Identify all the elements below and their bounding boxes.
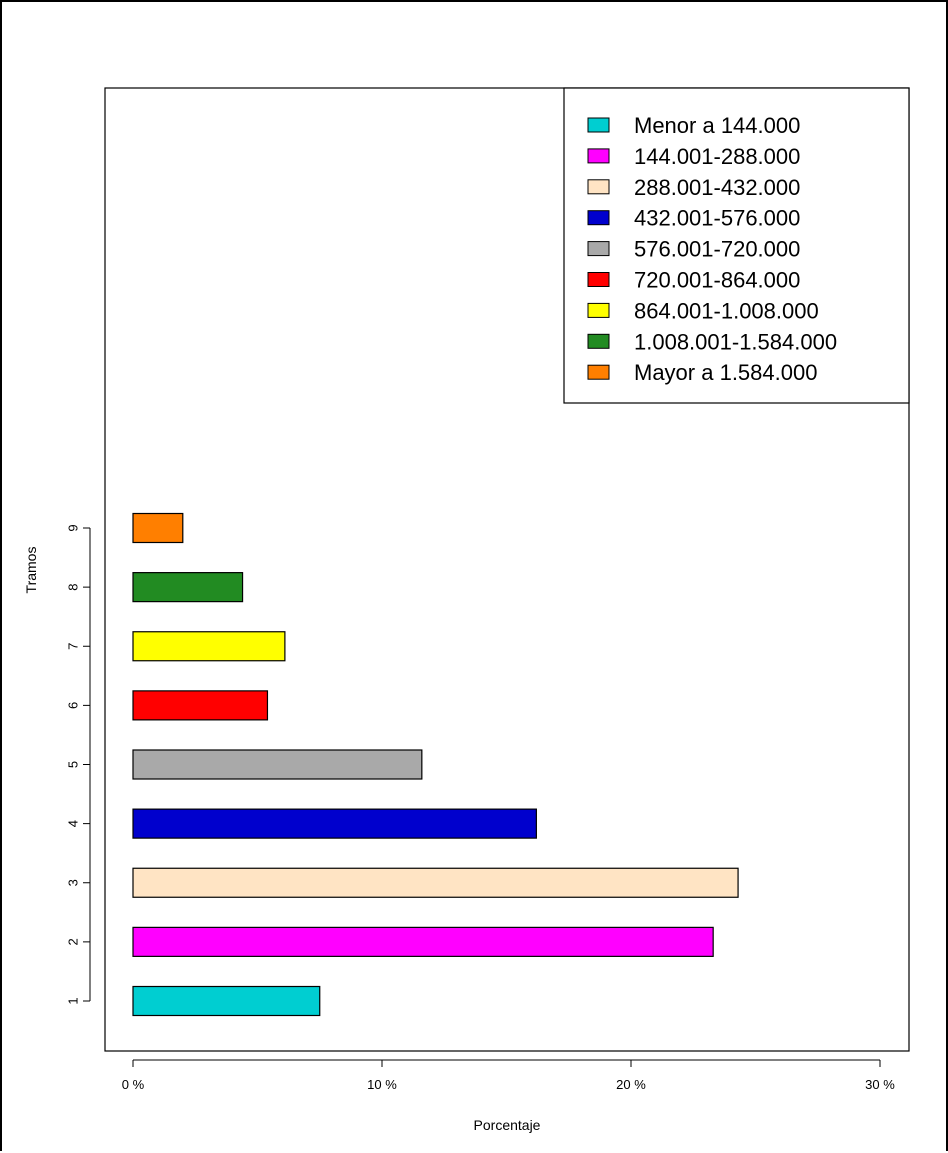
bar-6	[132, 690, 269, 721]
bar-3	[132, 867, 739, 898]
legend-label: Menor a 144.000	[634, 113, 800, 138]
y-tick-label: 3	[66, 879, 81, 886]
legend-swatch	[587, 241, 610, 257]
bar-1	[132, 985, 321, 1017]
y-tick-label: 9	[66, 524, 81, 531]
legend-label: 864.001-1.008.000	[634, 298, 819, 323]
y-tick-label: 1	[66, 997, 81, 1004]
x-axis: 0 % 10 % 20 % 30 %	[122, 1059, 895, 1092]
plot-box	[104, 87, 910, 1052]
x-axis-title: Porcentaje	[474, 1117, 541, 1133]
legend-swatch	[587, 148, 610, 164]
legend-box	[563, 87, 910, 404]
bars	[132, 512, 739, 1017]
y-axis: 1 2 3 4 5 6 7 8 9	[66, 524, 91, 1005]
plot-area	[104, 87, 910, 1052]
y-tick-label: 8	[66, 584, 81, 591]
bar-7	[132, 631, 286, 662]
legend-label: 720.001-864.000	[634, 268, 800, 293]
x-tick-label: 20 %	[616, 1077, 646, 1092]
legend-label: 1.008.001-1.584.000	[634, 329, 837, 354]
bar-8	[132, 572, 244, 603]
bar-9	[132, 512, 184, 544]
bar-4	[132, 808, 537, 839]
legend-swatch	[587, 272, 610, 287]
legend-swatch	[587, 302, 610, 318]
y-tick-label: 7	[66, 643, 81, 650]
y-tick-label: 6	[66, 702, 81, 709]
y-tick-label: 2	[66, 938, 81, 945]
legend-label: 144.001-288.000	[634, 144, 800, 169]
y-tick-label: 5	[66, 761, 81, 768]
y-tick-label: 4	[66, 820, 81, 827]
bar-2	[132, 926, 714, 957]
legend-swatch	[587, 364, 610, 380]
legend: Menor a 144.000 144.001-288.000 288.001-43…	[563, 87, 910, 404]
legend-label: 432.001-576.000	[634, 206, 800, 231]
legend-label: 576.001-720.000	[634, 237, 800, 262]
legend-swatch	[587, 117, 610, 133]
x-tick-label: 30 %	[865, 1077, 895, 1092]
bar-5	[132, 749, 423, 780]
x-tick-label: 10 %	[367, 1077, 397, 1092]
legend-label: Mayor a 1.584.000	[634, 360, 817, 385]
legend-label: 288.001-432.000	[634, 175, 800, 200]
legend-swatch	[587, 210, 610, 226]
y-axis-title: Tramos	[23, 547, 39, 594]
legend-swatch	[587, 179, 610, 195]
x-tick-label: 0 %	[122, 1077, 145, 1092]
legend-swatch	[587, 333, 610, 349]
